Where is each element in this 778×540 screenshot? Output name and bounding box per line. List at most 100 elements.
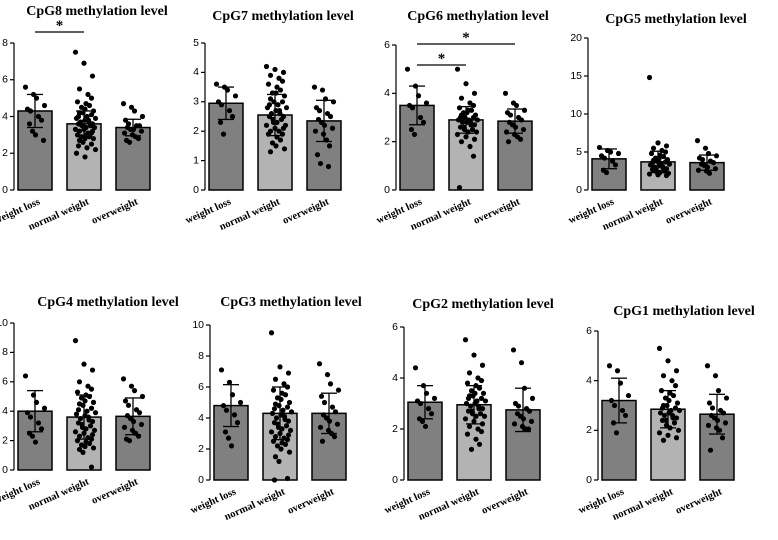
data-point — [272, 125, 278, 131]
y-tick-label: 10 — [192, 319, 204, 331]
data-point — [80, 402, 86, 408]
data-point — [464, 431, 471, 437]
data-point — [671, 420, 678, 426]
data-point — [89, 367, 96, 373]
data-point — [225, 435, 232, 441]
data-point — [90, 445, 97, 451]
data-point — [128, 383, 135, 389]
x-category-label: overweight — [472, 196, 522, 226]
data-point — [131, 108, 138, 114]
y-tick-label: 0 — [586, 474, 592, 486]
data-point — [121, 130, 128, 136]
data-point — [656, 345, 663, 351]
data-point — [699, 157, 706, 163]
data-point — [521, 107, 528, 113]
data-point — [87, 123, 94, 129]
data-point — [27, 414, 34, 420]
significance-marker: * — [56, 18, 64, 34]
data-point — [470, 393, 476, 399]
data-point — [723, 395, 730, 401]
data-point — [82, 154, 88, 160]
data-point — [267, 149, 274, 155]
data-point — [480, 390, 487, 396]
data-point — [284, 475, 291, 482]
y-tick-label: 2 — [198, 443, 204, 455]
data-point — [272, 66, 278, 73]
data-point — [462, 416, 469, 422]
y-tick-label: 4 — [2, 110, 8, 122]
data-point — [517, 136, 524, 142]
data-point — [520, 126, 527, 133]
data-point — [125, 402, 132, 408]
data-point — [655, 140, 661, 146]
data-point — [471, 122, 478, 128]
y-tick-label: 4 — [193, 66, 199, 78]
data-point — [269, 410, 276, 416]
data-point — [30, 91, 37, 98]
data-point — [660, 373, 667, 379]
chart-title: CpG5 methylation level — [605, 12, 747, 27]
data-point — [420, 383, 427, 389]
data-point — [283, 423, 290, 429]
data-point — [704, 363, 711, 369]
y-tick-label: 6 — [384, 39, 390, 51]
data-point — [518, 360, 525, 366]
data-point — [656, 430, 663, 436]
data-point — [217, 119, 224, 125]
data-point — [232, 93, 239, 99]
data-point — [264, 105, 271, 111]
y-tick-label: 6 — [586, 325, 592, 337]
data-point — [660, 153, 667, 160]
y-tick-label: 2 — [586, 424, 592, 436]
data-point — [714, 417, 721, 423]
data-point — [218, 102, 225, 108]
data-point — [285, 370, 292, 376]
y-tick-label: 8 — [2, 346, 8, 358]
data-point — [615, 150, 622, 157]
data-point — [511, 421, 518, 427]
data-point — [465, 129, 471, 135]
data-point — [425, 406, 432, 412]
data-point — [120, 101, 127, 107]
data-point — [274, 443, 281, 449]
data-point — [455, 117, 462, 123]
data-point — [719, 435, 726, 441]
data-point — [277, 137, 284, 143]
data-point — [86, 440, 93, 447]
data-point — [709, 405, 716, 411]
data-point — [322, 96, 329, 102]
data-point — [135, 433, 142, 439]
data-point — [464, 380, 471, 386]
data-point — [81, 126, 87, 132]
data-point — [76, 86, 83, 92]
data-point — [139, 113, 146, 120]
data-point — [329, 125, 336, 131]
y-tick-label: 4 — [586, 374, 592, 386]
data-point — [135, 135, 142, 142]
data-point — [456, 105, 463, 111]
data-point — [269, 140, 276, 146]
data-point — [673, 435, 680, 441]
data-point — [81, 60, 87, 66]
data-point — [284, 437, 291, 443]
y-tick-label: 5 — [193, 37, 199, 49]
data-point — [477, 411, 484, 417]
data-point — [88, 95, 95, 101]
data-point — [515, 403, 522, 409]
data-point — [86, 393, 93, 400]
data-point — [647, 162, 654, 168]
data-point — [476, 385, 483, 391]
data-point — [610, 420, 617, 426]
data-point — [271, 406, 278, 412]
data-point — [223, 407, 230, 413]
data-point — [22, 373, 29, 379]
data-point — [715, 388, 722, 394]
data-point — [222, 429, 229, 435]
data-point — [316, 108, 323, 114]
data-point — [270, 438, 277, 444]
data-point — [74, 132, 81, 138]
data-point — [75, 407, 82, 413]
data-point — [213, 81, 220, 87]
